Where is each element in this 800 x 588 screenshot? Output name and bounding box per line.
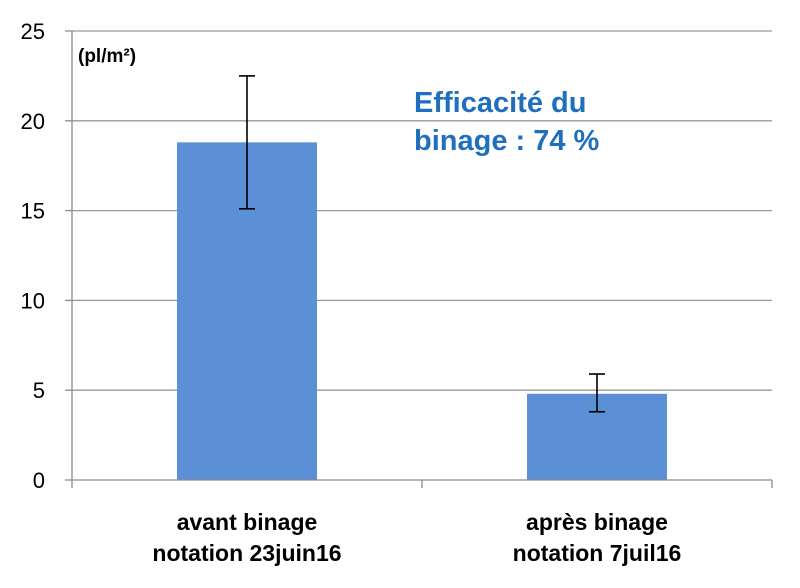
efficacy-annotation: Efficacité du binage : 74 % — [414, 87, 600, 157]
y-tick-label: 5 — [33, 378, 45, 403]
error-bar — [589, 373, 605, 413]
bars — [177, 142, 667, 481]
y-tick-labels: 0 5 10 15 20 25 — [21, 19, 45, 493]
efficacy-annotation-line: Efficacité du — [414, 87, 586, 119]
y-tick-label: 25 — [21, 19, 45, 44]
efficacy-annotation-line: binage : 74 % — [414, 125, 600, 157]
x-category-label: avant binage notation 23juin16 — [152, 509, 341, 566]
y-axis-unit-label: (pl/m²) — [78, 46, 136, 67]
x-category-label-line: après binage — [526, 509, 668, 535]
x-category-label-line: notation 7juil16 — [513, 540, 682, 566]
error-bars — [239, 75, 605, 413]
x-category-label: après binage notation 7juil16 — [513, 509, 682, 566]
axes — [65, 30, 773, 488]
x-category-label-line: avant binage — [177, 509, 318, 535]
x-category-labels: avant binage notation 23juin16 après binag… — [152, 509, 681, 566]
y-tick-label: 15 — [21, 199, 45, 224]
y-tick-label: 0 — [33, 468, 45, 493]
y-tick-label: 10 — [21, 288, 45, 313]
error-bar — [239, 75, 255, 210]
x-category-label-line: notation 23juin16 — [152, 540, 341, 566]
y-tick-label: 20 — [21, 109, 45, 134]
